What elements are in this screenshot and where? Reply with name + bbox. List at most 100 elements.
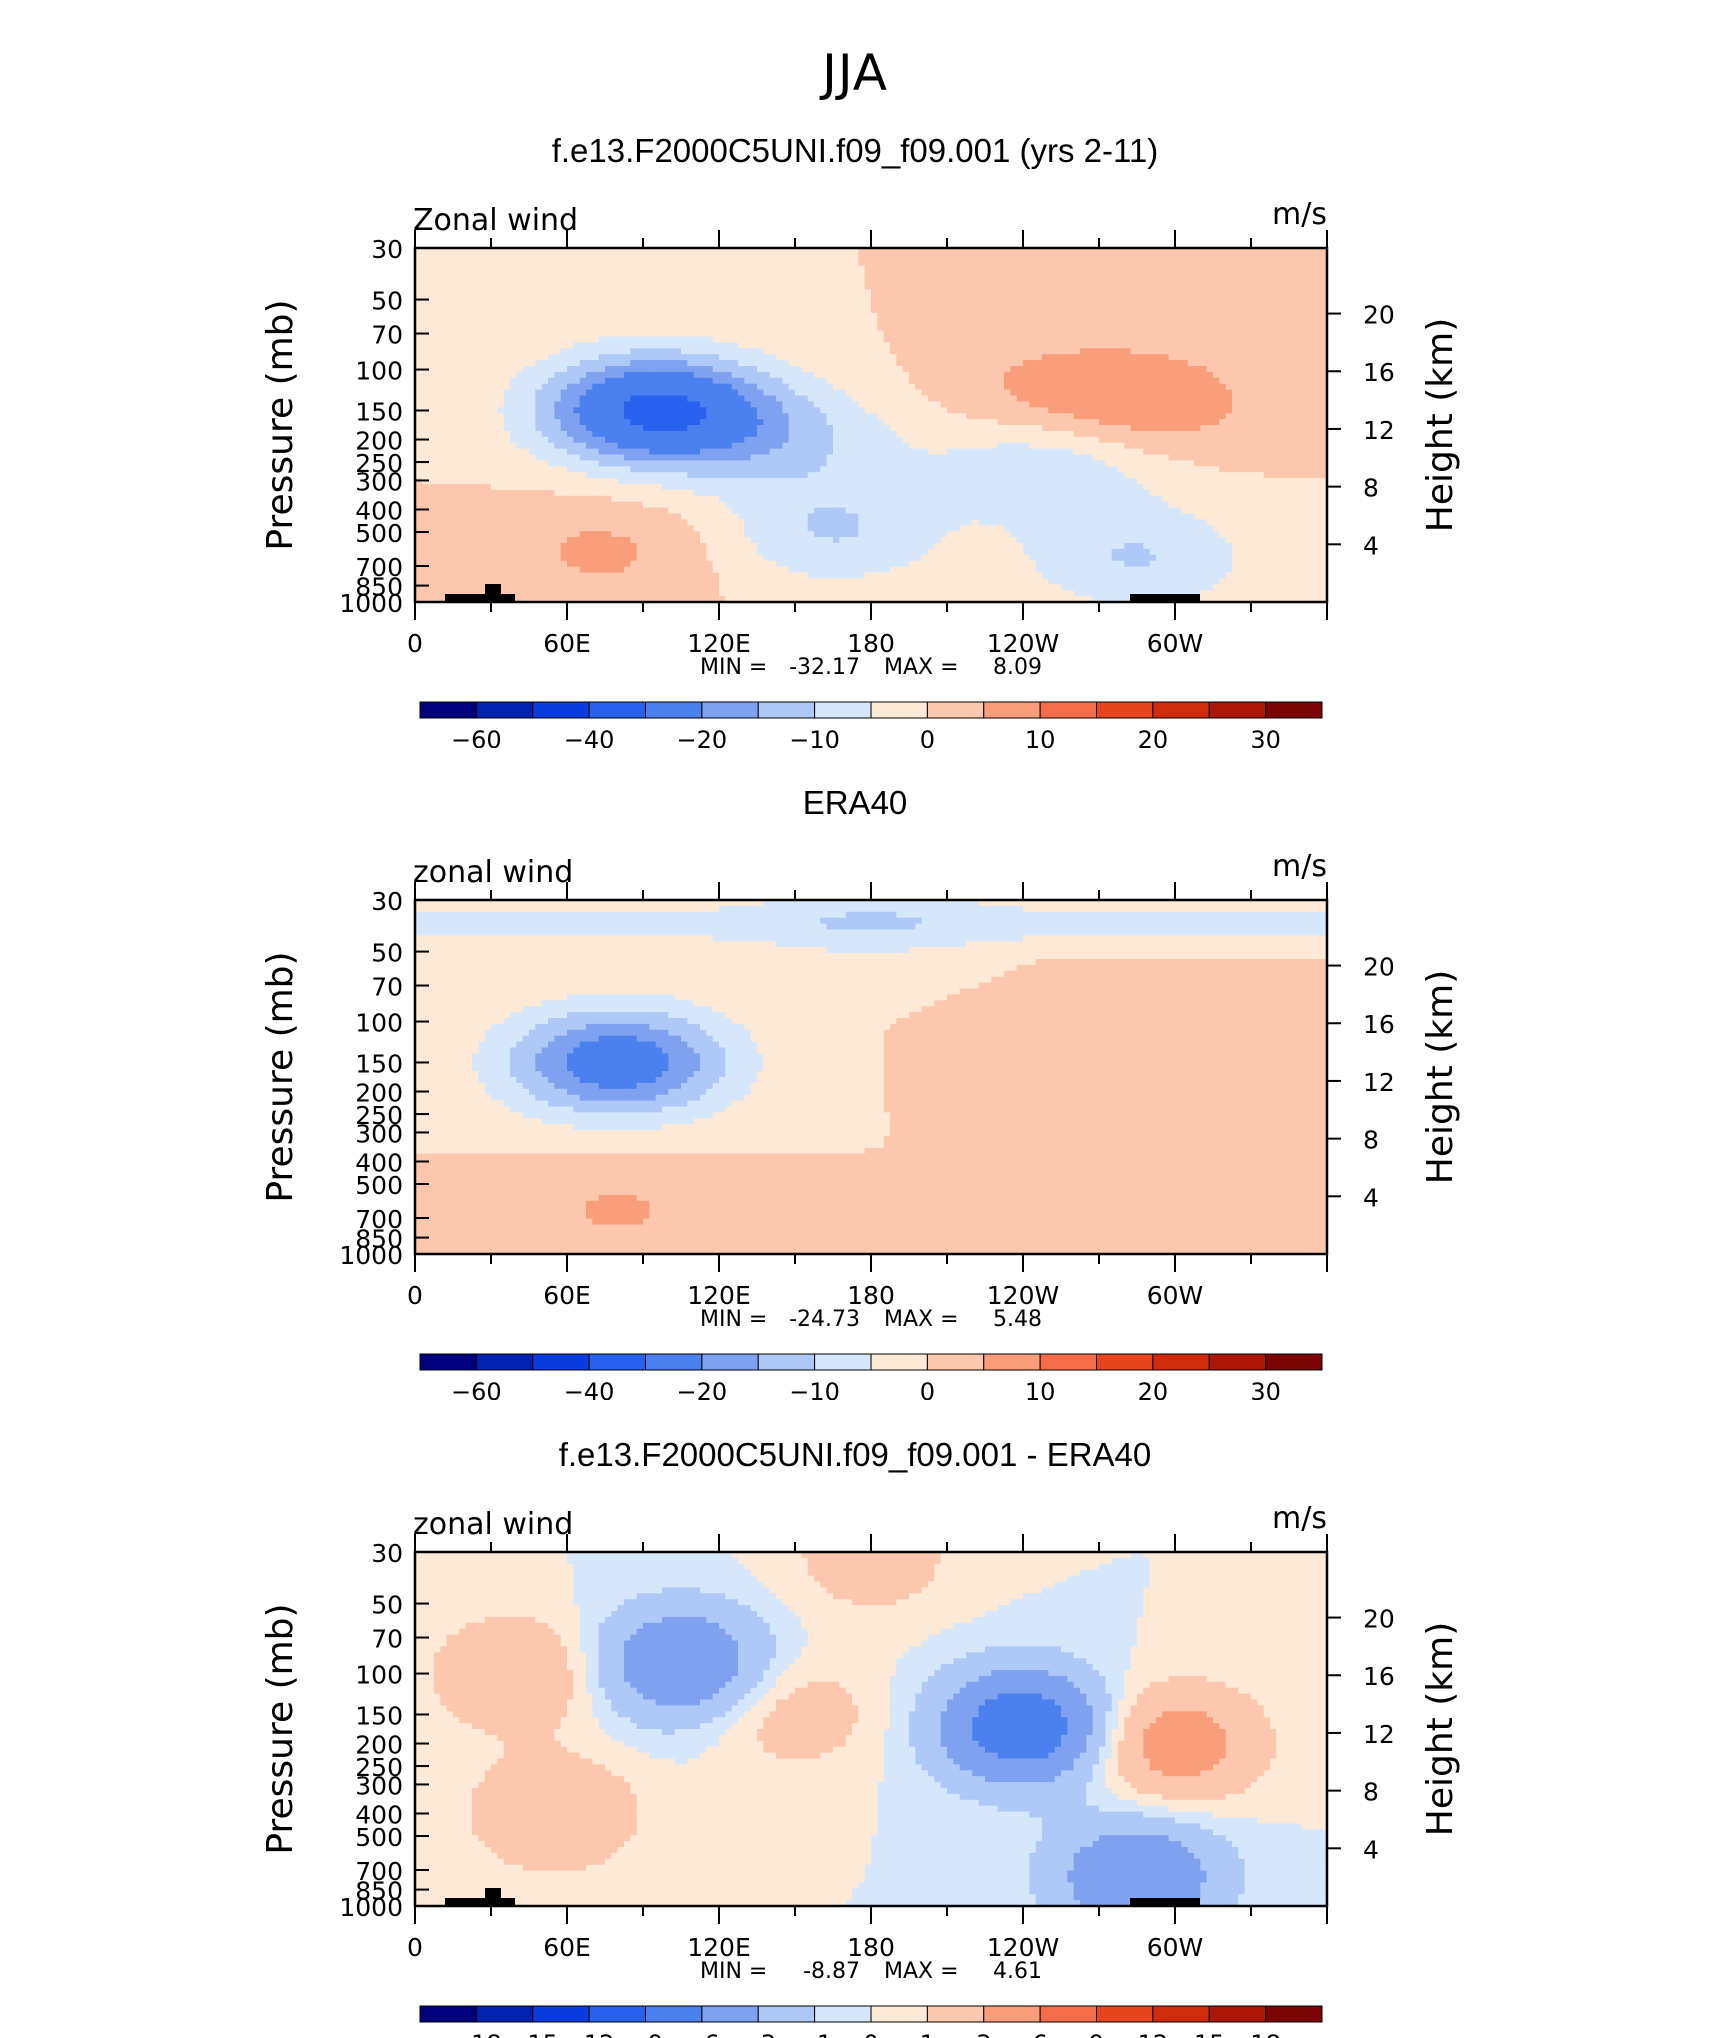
contour-cell [1092, 265, 1100, 273]
contour-cell [744, 277, 752, 284]
contour-cell [662, 395, 669, 402]
contour-cell [947, 324, 954, 332]
contour-cell [921, 259, 929, 267]
contour-cell [446, 436, 454, 444]
contour-cell [706, 289, 714, 296]
contour-cell [1301, 271, 1309, 279]
contour-cell [687, 324, 695, 332]
contour-cell [1251, 330, 1258, 338]
contour-cell [1295, 295, 1303, 302]
contour-cell [453, 366, 460, 373]
contour-cell [1270, 271, 1277, 279]
contour-cell [1168, 377, 1176, 385]
contour-cell [1320, 253, 1328, 261]
contour-cell [795, 318, 802, 326]
contour-cell [484, 295, 492, 302]
contour-cell [541, 442, 549, 450]
panel-title: f.e13.F2000C5UNI.f09_f09.001 (yrs 2-11) [0, 132, 1710, 170]
contour-cell [902, 271, 910, 279]
contour-cell [1308, 377, 1315, 385]
contour-cell [940, 265, 948, 273]
contour-cell [1225, 265, 1233, 273]
contour-cell [541, 248, 549, 255]
contour-cell [991, 301, 999, 308]
contour-cell [1200, 277, 1208, 284]
contour-cell [795, 283, 802, 290]
contour-cell [757, 442, 764, 450]
contour-cell [1314, 342, 1322, 349]
contour-cell [1149, 407, 1157, 414]
contour-cell [1149, 383, 1157, 391]
contour-cell [1213, 389, 1220, 397]
contour-cell [871, 295, 878, 302]
contour-cell [465, 401, 473, 408]
contour-cell [453, 407, 460, 414]
contour-cell [605, 307, 612, 314]
contour-cell [1080, 342, 1087, 349]
contour-cell [928, 312, 935, 320]
contour-cell [497, 425, 505, 432]
contour-cell [1035, 430, 1043, 438]
contour-cell [719, 448, 726, 456]
contour-cell [877, 401, 885, 408]
contour-cell [928, 383, 935, 391]
contour-cell [636, 442, 644, 450]
contour-cell [725, 253, 733, 261]
contour-cell [972, 342, 980, 349]
contour-cell [1225, 442, 1233, 450]
contour-cell [883, 324, 891, 332]
contour-cell [579, 448, 587, 456]
contour-cell [503, 253, 511, 261]
contour-cell [491, 324, 498, 332]
contour-cell [1080, 277, 1087, 284]
contour-cell [1238, 383, 1246, 391]
contour-cell [1213, 425, 1220, 432]
contour-cell [934, 366, 942, 373]
contour-cell [1073, 289, 1081, 296]
contour-cell [497, 389, 505, 397]
contour-cell [909, 448, 916, 456]
contour-cell [991, 248, 999, 255]
contour-cell [1130, 277, 1138, 284]
contour-cell [1187, 366, 1195, 373]
contour-cell [687, 377, 695, 385]
contour-cell [1206, 371, 1214, 379]
contour-cell [1168, 312, 1176, 320]
contour-cell [1004, 289, 1011, 296]
contour-cell [896, 407, 904, 414]
contour-cell [947, 360, 954, 367]
contour-cell [978, 342, 986, 349]
contour-cell [1314, 348, 1322, 355]
contour-cell [706, 301, 714, 308]
contour-cell [1314, 301, 1322, 308]
contour-cell [465, 318, 473, 326]
contour-cell [459, 253, 467, 261]
contour-cell [484, 318, 492, 326]
contour-cell [839, 295, 847, 302]
contour-cell [1276, 271, 1284, 279]
contour-cell [814, 289, 821, 296]
contour-cell [465, 395, 473, 402]
contour-cell [940, 295, 948, 302]
contour-cell [636, 436, 644, 444]
contour-cell [1023, 354, 1030, 361]
contour-cell [738, 436, 745, 444]
contour-cell [883, 395, 891, 402]
contour-cell [1282, 248, 1290, 255]
contour-cell [902, 419, 910, 426]
contour-cell [1004, 336, 1011, 343]
contour-cell [833, 377, 840, 385]
contour-cell [1111, 324, 1119, 332]
contour-cell [1042, 330, 1049, 338]
contour-cell [1061, 395, 1068, 402]
contour-cell [1105, 419, 1113, 426]
contour-cell [446, 401, 454, 408]
contour-cell [763, 318, 771, 326]
contour-cell [852, 377, 859, 385]
contour-cell [1175, 413, 1182, 420]
contour-cell [649, 295, 657, 302]
contour-cell [864, 425, 872, 432]
contour-cell [1067, 248, 1075, 255]
contour-cell [1156, 283, 1163, 290]
contour-cell [877, 259, 885, 267]
